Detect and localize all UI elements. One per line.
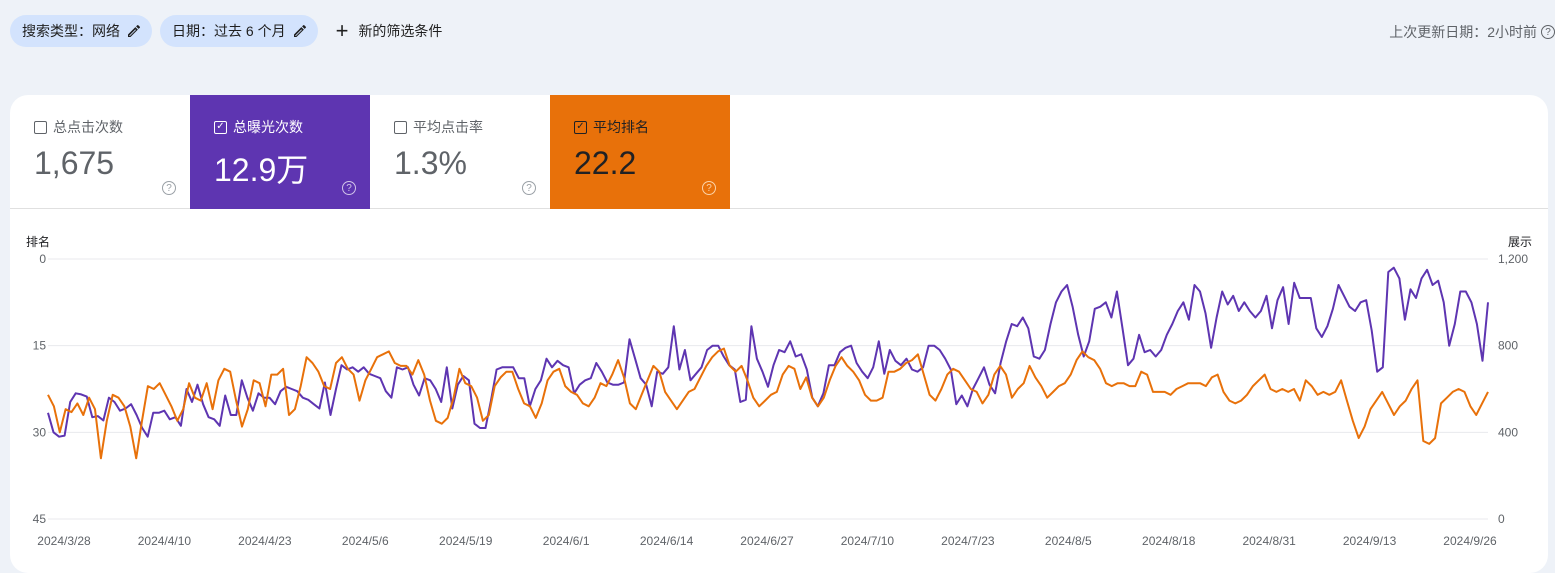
left-tick-label: 45 — [33, 512, 47, 526]
x-tick-label: 2024/6/1 — [543, 534, 590, 548]
search-type-label: 搜索类型：网络 — [22, 23, 120, 39]
metric-label: 总曝光次数 — [233, 119, 303, 135]
search-type-chip[interactable]: 搜索类型：网络 — [10, 15, 152, 47]
x-tick-label: 2024/6/14 — [640, 534, 694, 548]
x-tick-label: 2024/7/10 — [841, 534, 895, 548]
metric-value: 22.2 — [574, 145, 637, 181]
chart-svg: 排名 展示 0 1,200 15 800 30 400 45 0 2024/3/28 2024/4/1… — [26, 234, 1532, 548]
left-tick-label: 0 — [39, 252, 46, 266]
right-tick-label: 400 — [1498, 425, 1518, 439]
right-tick-label: 800 — [1498, 339, 1518, 353]
help-icon[interactable]: ? — [522, 181, 536, 195]
last-updated: 上次更新日期：2小时前 ? — [1389, 22, 1555, 42]
x-tick-label: 2024/9/26 — [1443, 534, 1497, 548]
help-icon[interactable]: ? — [162, 181, 176, 195]
x-tick-label: 2024/4/10 — [138, 534, 192, 548]
add-filter-button[interactable]: + 新的筛选条件 — [336, 20, 443, 42]
metric-label: 总点击次数 — [53, 119, 123, 135]
performance-chart[interactable]: 排名 展示 0 1,200 15 800 30 400 45 0 2024/3/28 2024/4/1… — [10, 209, 1548, 573]
checkbox-icon[interactable] — [394, 120, 407, 134]
right-tick-label: 1,200 — [1498, 252, 1528, 266]
metric-value: 12.9万 — [214, 152, 309, 188]
date-chip[interactable]: 日期：过去 6 个月 — [160, 15, 318, 47]
x-tick-label: 2024/8/31 — [1242, 534, 1296, 548]
help-icon[interactable]: ? — [342, 181, 356, 195]
x-tick-label: 2024/7/23 — [941, 534, 995, 548]
edit-icon — [293, 24, 306, 37]
performance-card: 总点击次数 1,675 ? ✓ 总曝光次数 12.9万 ? 平均点击率 1.3% … — [10, 95, 1548, 573]
left-tick-label: 15 — [33, 339, 47, 353]
date-label: 日期：过去 6 个月 — [172, 23, 286, 39]
right-tick-label: 0 — [1498, 512, 1505, 526]
add-filter-label: 新的筛选条件 — [358, 23, 443, 39]
x-tick-label: 2024/6/27 — [740, 534, 794, 548]
metric-value: 1.3% — [394, 145, 467, 181]
left-axis-title: 排名 — [26, 234, 50, 249]
filter-bar: 搜索类型：网络 日期：过去 6 个月 + 新的筛选条件 — [10, 15, 442, 47]
metric-average-position[interactable]: ✓ 平均排名 22.2 ? — [550, 95, 730, 209]
position-line — [47, 347, 1489, 460]
x-tick-label: 2024/8/18 — [1142, 534, 1196, 548]
metric-tabs: 总点击次数 1,675 ? ✓ 总曝光次数 12.9万 ? 平均点击率 1.3% … — [10, 95, 1548, 209]
help-icon[interactable]: ? — [1541, 25, 1555, 39]
edit-icon — [128, 24, 141, 37]
x-tick-label: 2024/9/13 — [1343, 534, 1397, 548]
checkbox-checked-icon[interactable]: ✓ — [214, 120, 227, 134]
metric-total-clicks[interactable]: 总点击次数 1,675 ? — [10, 95, 190, 209]
metric-total-impressions[interactable]: ✓ 总曝光次数 12.9万 ? — [190, 95, 370, 209]
x-tick-label: 2024/4/23 — [238, 534, 292, 548]
impressions-line — [47, 266, 1489, 438]
plus-icon: + — [335, 18, 349, 43]
x-tick-label: 2024/8/5 — [1045, 534, 1092, 548]
left-tick-label: 30 — [33, 425, 47, 439]
x-tick-label: 2024/5/19 — [439, 534, 493, 548]
metric-average-ctr[interactable]: 平均点击率 1.3% ? — [370, 95, 550, 209]
x-tick-label: 2024/3/28 — [37, 534, 91, 548]
metric-label: 平均点击率 — [413, 119, 483, 135]
checkbox-checked-icon[interactable]: ✓ — [574, 120, 587, 134]
x-tick-label: 2024/5/6 — [342, 534, 389, 548]
metric-label: 平均排名 — [593, 119, 649, 135]
help-icon[interactable]: ? — [702, 181, 716, 195]
metric-value: 1,675 — [34, 145, 115, 181]
last-updated-text: 上次更新日期：2小时前 — [1389, 24, 1537, 40]
checkbox-icon[interactable] — [34, 120, 47, 134]
right-axis-title: 展示 — [1508, 235, 1532, 249]
